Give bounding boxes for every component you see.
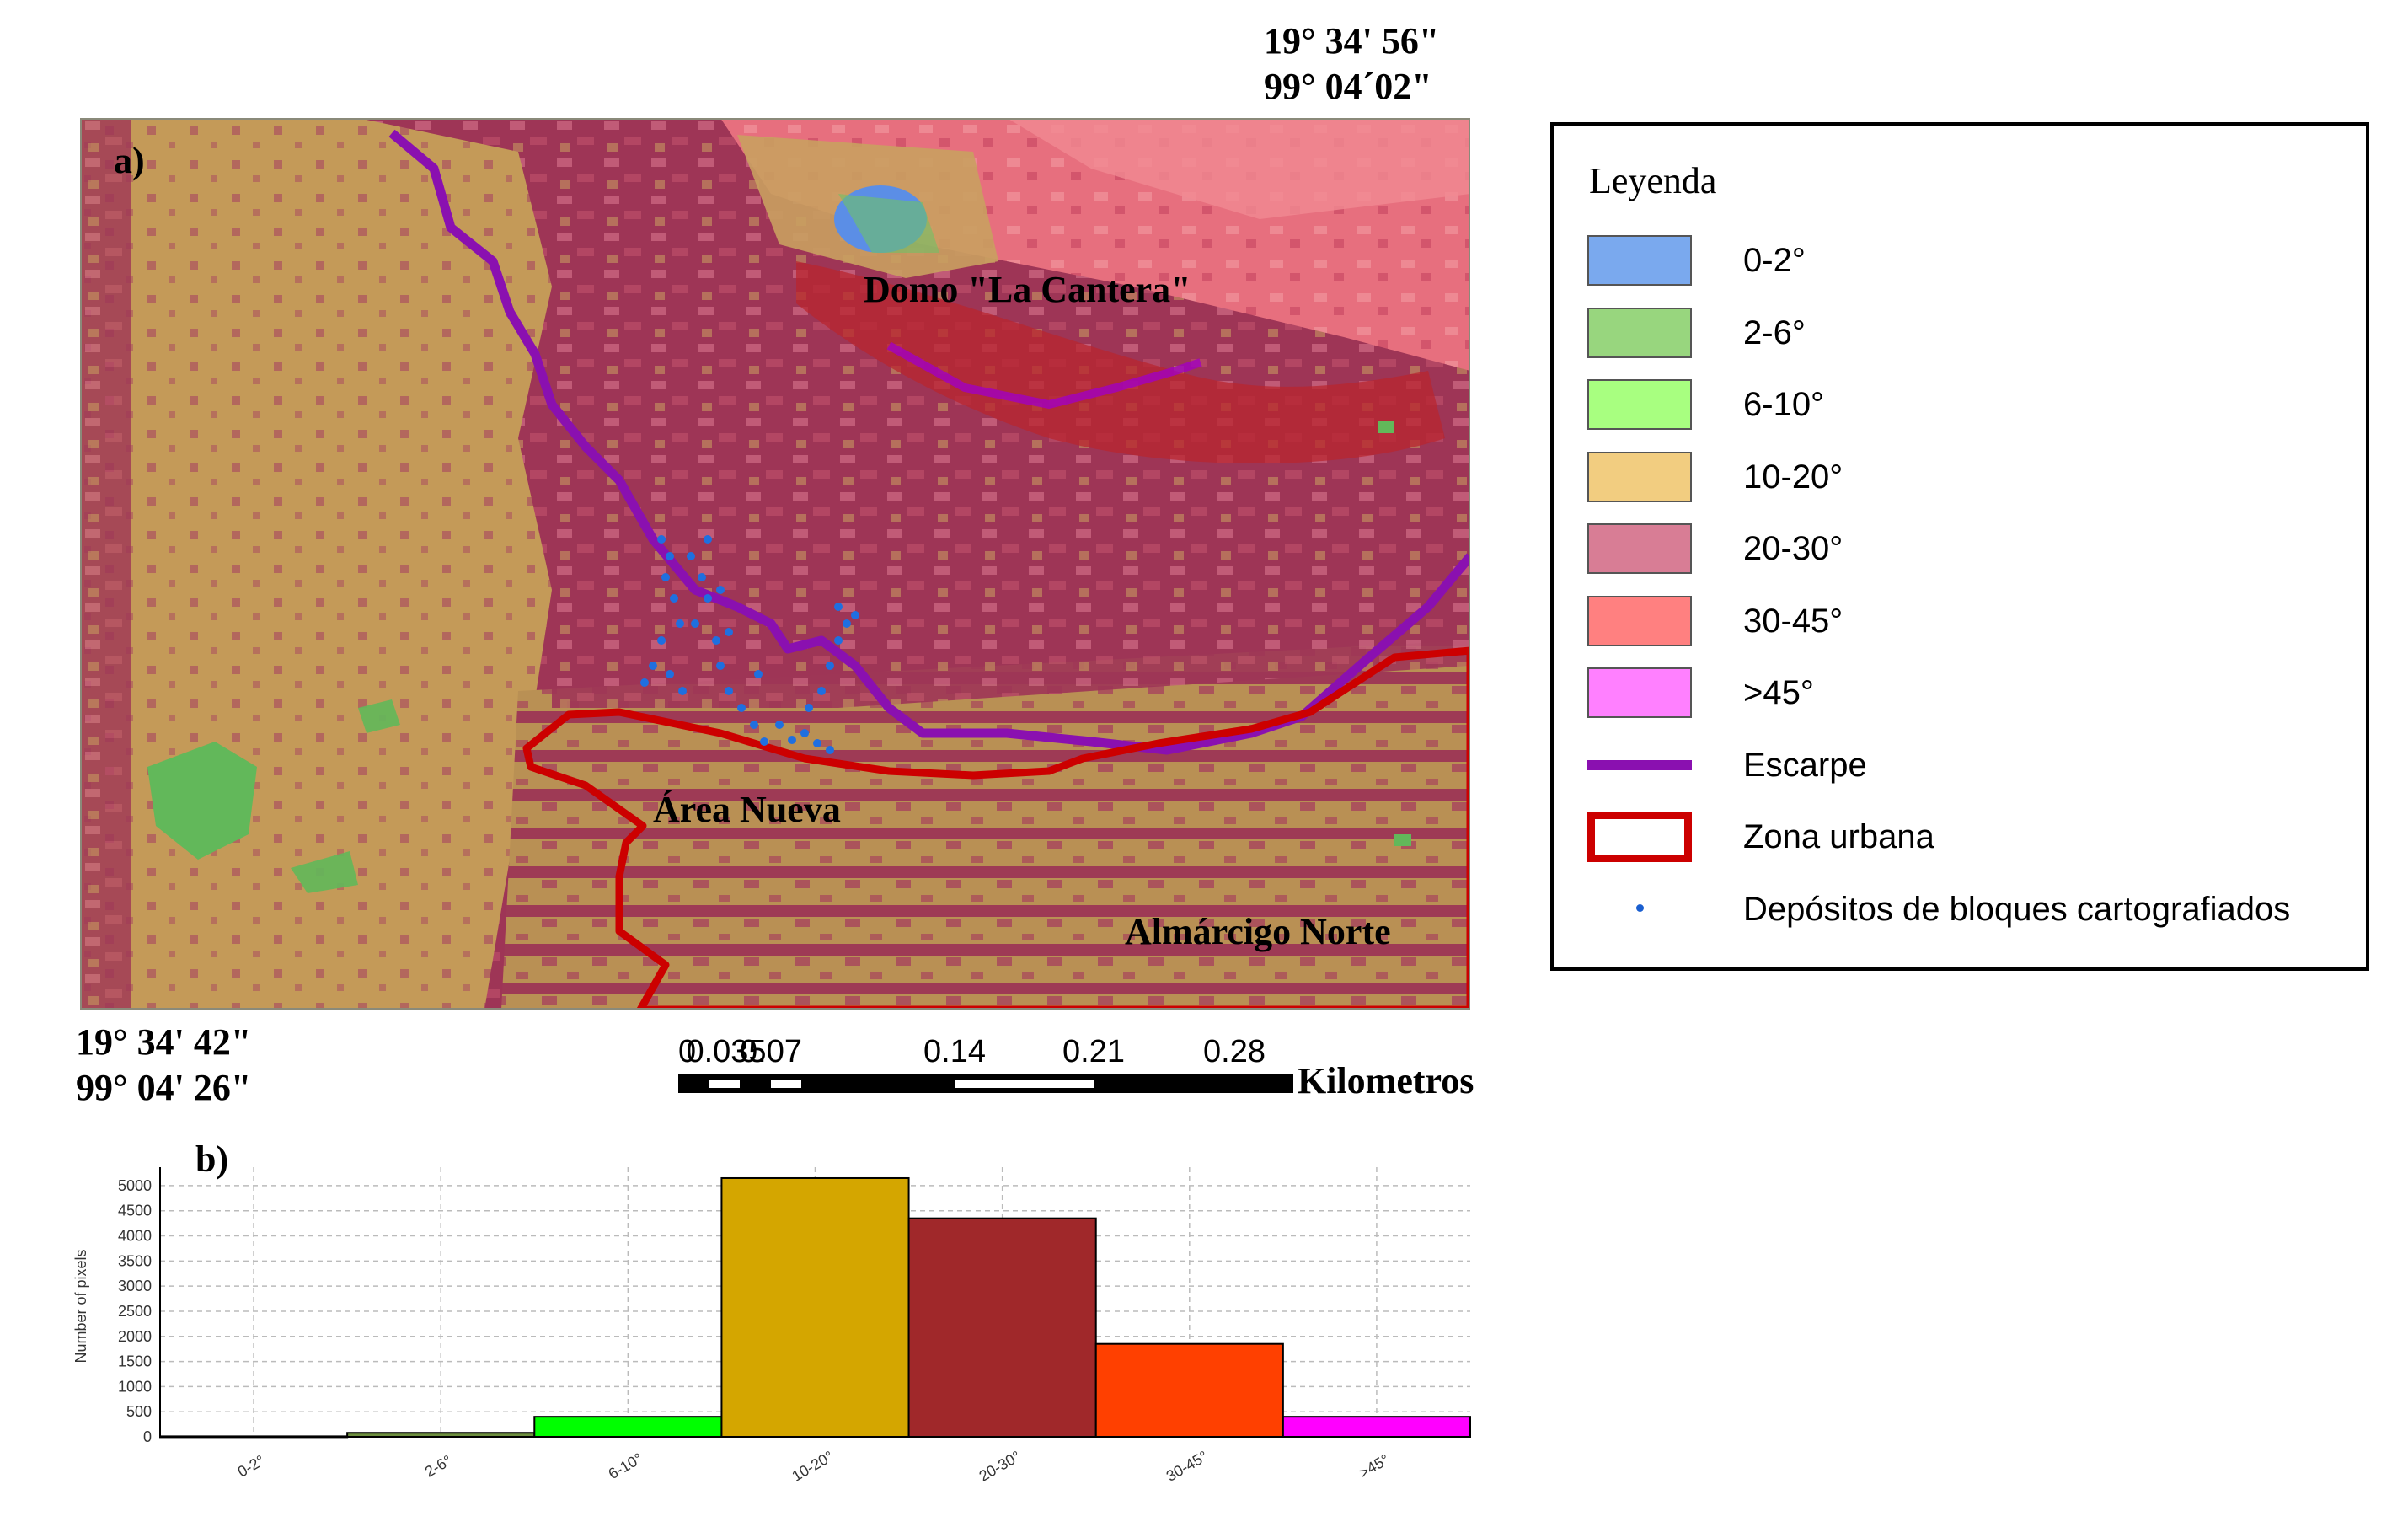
legend-swatch bbox=[1587, 379, 1692, 430]
legend-label: 20-30° bbox=[1743, 530, 1843, 567]
scale-unit: Kilometros bbox=[1298, 1060, 1474, 1100]
x-tick-label: 6-10° bbox=[606, 1449, 645, 1482]
y-tick-label: 0 bbox=[143, 1428, 152, 1445]
top-right-coordinate: 19° 34' 56" 99° 04´02" bbox=[1264, 19, 1439, 110]
almarcigo-norte-label: Almárcigo Norte bbox=[1125, 911, 1391, 952]
y-tick-label: 5000 bbox=[118, 1177, 152, 1194]
y-tick-label: 500 bbox=[126, 1403, 152, 1420]
legend-swatch bbox=[1587, 595, 1692, 646]
scale-tick-label: 0.21 bbox=[1062, 1034, 1125, 1069]
zona-urbana-outline bbox=[522, 646, 1470, 1010]
histogram-bar bbox=[1094, 1342, 1284, 1438]
map-legend: Leyenda 0-2° 2-6° 6-10° 10-20° 20-30° 30-45° >… bbox=[1550, 122, 2369, 971]
y-tick-label: 3000 bbox=[118, 1278, 152, 1294]
histogram-bar bbox=[533, 1416, 723, 1438]
x-tick-label: 20-30° bbox=[977, 1448, 1024, 1485]
domo-la-cantera-label: Domo "La Cantera" bbox=[864, 269, 1191, 310]
scale-tick-label: 0.14 bbox=[923, 1034, 986, 1069]
histogram-bar bbox=[1282, 1416, 1472, 1438]
escarpe-line bbox=[388, 129, 1470, 755]
y-tick-label: 4000 bbox=[118, 1228, 152, 1245]
histogram-bar bbox=[720, 1176, 910, 1438]
y-tick-label: 2500 bbox=[118, 1303, 152, 1320]
legend-label: Depósitos de bloques cartografiados bbox=[1743, 890, 2291, 928]
legend-label: 6-10° bbox=[1743, 386, 1825, 423]
histogram-bar bbox=[907, 1217, 1097, 1439]
legend-label: 2-6° bbox=[1743, 313, 1806, 351]
legend-swatch bbox=[1587, 812, 1692, 862]
y-tick-label: 2000 bbox=[118, 1328, 152, 1345]
legend-label: >45° bbox=[1743, 674, 1814, 711]
legend-label: Zona urbana bbox=[1743, 818, 1934, 855]
deposit-points bbox=[640, 535, 859, 754]
legend-swatch bbox=[1587, 523, 1692, 574]
legend-swatch bbox=[1587, 235, 1692, 286]
y-axis-label: Number of pixels bbox=[72, 1249, 89, 1363]
bottom-left-longitude: 99° 04' 26" bbox=[76, 1067, 252, 1108]
bottom-left-coordinate: 19° 34' 42" 99° 04' 26" bbox=[76, 1020, 251, 1111]
area-nueva-label: Área Nueva bbox=[653, 789, 841, 830]
y-tick-label: 3500 bbox=[118, 1252, 152, 1269]
y-tick-label: 1000 bbox=[118, 1378, 152, 1395]
y-tick-label: 4500 bbox=[118, 1203, 152, 1219]
legend-title: Leyenda bbox=[1589, 160, 1717, 201]
legend-label: 0-2° bbox=[1743, 242, 1806, 279]
panel-a-label: a) bbox=[114, 140, 145, 181]
legend-label: 30-45° bbox=[1743, 602, 1843, 640]
slope-map bbox=[80, 118, 1470, 1010]
panel-b-label: b) bbox=[195, 1139, 229, 1180]
bottom-left-latitude: 19° 34' 42" bbox=[76, 1021, 252, 1063]
slope-histogram: 0 500 1000 1500 2000 2500 3000 3500 4000 4500 5000… bbox=[72, 1167, 1472, 1485]
scale-tick-label: 0.035 bbox=[686, 1034, 766, 1069]
legend-swatch bbox=[1587, 451, 1692, 502]
x-tick-label: >45° bbox=[1357, 1451, 1393, 1481]
scale-tick-label: 0.28 bbox=[1203, 1034, 1266, 1069]
top-right-latitude: 19° 34' 56" bbox=[1264, 20, 1440, 62]
legend-swatch bbox=[1587, 307, 1692, 358]
scale-bar-segments bbox=[678, 1074, 1293, 1093]
legend-label: Escarpe bbox=[1743, 746, 1867, 784]
y-tick-label: 1500 bbox=[118, 1353, 152, 1370]
legend-label: 10-20° bbox=[1743, 458, 1843, 496]
legend-swatch bbox=[1587, 759, 1692, 770]
scale-tick-label: 0 bbox=[678, 1034, 696, 1069]
scale-tick-label: 0.07 bbox=[740, 1034, 802, 1069]
top-right-longitude: 99° 04´02" bbox=[1264, 66, 1432, 107]
legend-swatch bbox=[1587, 667, 1692, 718]
x-tick-label: 2-6° bbox=[422, 1452, 455, 1481]
legend-swatch bbox=[1636, 903, 1644, 912]
x-tick-label: 0-2° bbox=[235, 1452, 268, 1481]
x-tick-label: 10-20° bbox=[789, 1448, 836, 1485]
x-tick-label: 30-45° bbox=[1164, 1448, 1211, 1485]
